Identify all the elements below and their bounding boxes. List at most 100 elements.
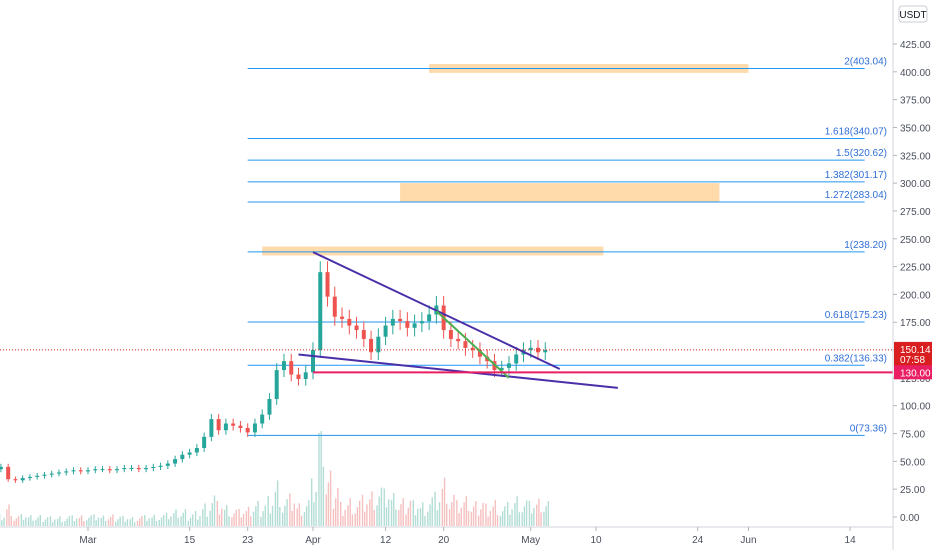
volume-bar xyxy=(78,517,81,526)
candle-body xyxy=(390,318,395,326)
time-axis[interactable]: Mar 15 23 Apr 12 20 May 10 24 Jun 14 xyxy=(79,527,856,546)
time-tick-label: Jun xyxy=(740,535,756,546)
volume-bar xyxy=(122,515,124,526)
volume-bar xyxy=(71,515,73,526)
volume-bar xyxy=(536,504,538,526)
candle-body xyxy=(20,478,25,481)
candle-body xyxy=(238,425,243,428)
time-tick-label: Apr xyxy=(305,535,321,546)
candle-body xyxy=(107,469,112,471)
volume-bar xyxy=(211,503,213,526)
trendline-lower-wedge[interactable] xyxy=(298,353,618,389)
volume-bar xyxy=(281,512,284,526)
volume-bar xyxy=(412,500,415,526)
volume-bar xyxy=(148,518,150,526)
volume-bar xyxy=(189,517,192,526)
volume-bar xyxy=(197,519,199,526)
time-tick-label: 23 xyxy=(242,535,254,546)
trendline-upper-wedge[interactable] xyxy=(312,251,561,370)
volume-bar xyxy=(351,514,354,526)
volume-bar xyxy=(298,503,301,526)
time-tick-label: Mar xyxy=(79,535,97,546)
volume-bar xyxy=(213,495,216,526)
volume-bar xyxy=(245,510,248,526)
volume-bar xyxy=(286,499,288,526)
volume-bar xyxy=(313,502,315,526)
volume-bar xyxy=(356,507,359,526)
volume-bar xyxy=(371,491,373,526)
price-tick-label: 300.00 xyxy=(900,179,931,190)
volume-bar xyxy=(315,492,317,526)
volume-bar xyxy=(470,511,473,526)
candle-body xyxy=(93,469,98,471)
volume-bar xyxy=(93,514,95,526)
volume-bar xyxy=(228,516,230,526)
volume-bar xyxy=(465,495,468,526)
volume-bar xyxy=(252,511,255,526)
volume-bar xyxy=(376,505,378,526)
volume-bar xyxy=(238,508,240,526)
volume-bar xyxy=(528,500,531,526)
price-tick-label: 350.00 xyxy=(900,123,931,134)
volume-bar xyxy=(494,499,497,526)
volume-bar xyxy=(264,505,266,526)
volume-bar xyxy=(133,522,136,526)
candle-body xyxy=(470,347,475,351)
volume-bar xyxy=(279,507,281,526)
volume-bar xyxy=(75,518,78,526)
volume-bar xyxy=(383,488,385,526)
candle-body xyxy=(361,330,366,339)
volume-bar xyxy=(165,512,168,526)
candle-body xyxy=(115,469,120,471)
volume-bar xyxy=(204,503,206,526)
candle-body xyxy=(260,414,265,424)
unit-label-box[interactable] xyxy=(898,5,928,23)
volume-bar xyxy=(64,521,66,526)
candle-body xyxy=(56,472,61,474)
volume-bar xyxy=(6,509,8,526)
trendline-inner-downtrend[interactable] xyxy=(435,310,510,379)
volume-bar xyxy=(20,513,23,526)
volume-bar xyxy=(303,512,306,526)
volume-bar xyxy=(289,493,291,526)
volume-bar xyxy=(489,510,491,526)
price-tick-label: 250.00 xyxy=(900,235,931,246)
candle-body xyxy=(376,336,381,353)
candle-body xyxy=(354,325,359,331)
candle-body xyxy=(86,470,90,472)
price-tick-label: 25.00 xyxy=(900,485,925,496)
volume-bar xyxy=(233,513,235,526)
volume-bar xyxy=(235,509,237,526)
volume-bar xyxy=(97,517,100,526)
volume-bar xyxy=(322,466,325,526)
volume-bar xyxy=(504,506,506,526)
candle-body xyxy=(398,318,403,322)
volume-bar xyxy=(66,518,68,526)
volume-bar xyxy=(405,514,407,526)
price-axis[interactable]: 425.00 400.00 375.00 350.00 325.00 300.00 275.… xyxy=(893,40,931,524)
volume-bar xyxy=(102,515,105,526)
volume-bar xyxy=(296,508,298,526)
volume-bar xyxy=(226,505,228,526)
candle-body xyxy=(194,447,199,453)
price-tick-label: 325.00 xyxy=(900,151,931,162)
price-tick-label: 75.00 xyxy=(900,430,925,441)
volume-bar xyxy=(153,514,155,526)
volume-bar xyxy=(518,512,521,526)
candle-body xyxy=(165,463,170,466)
volume-bar xyxy=(206,516,208,526)
volume-bar xyxy=(173,513,175,526)
volume-bar xyxy=(291,510,293,526)
volume-bar xyxy=(501,511,504,526)
time-tick-label: 15 xyxy=(184,535,196,546)
candle-body xyxy=(332,296,337,317)
volume-bar xyxy=(349,498,351,526)
volume-bar xyxy=(419,508,422,526)
volume-bar xyxy=(514,503,516,526)
candle-body xyxy=(64,471,69,473)
volume-bar xyxy=(139,518,141,526)
volume-bar xyxy=(32,520,34,526)
candle-body xyxy=(267,399,272,415)
candle-body xyxy=(187,452,192,455)
